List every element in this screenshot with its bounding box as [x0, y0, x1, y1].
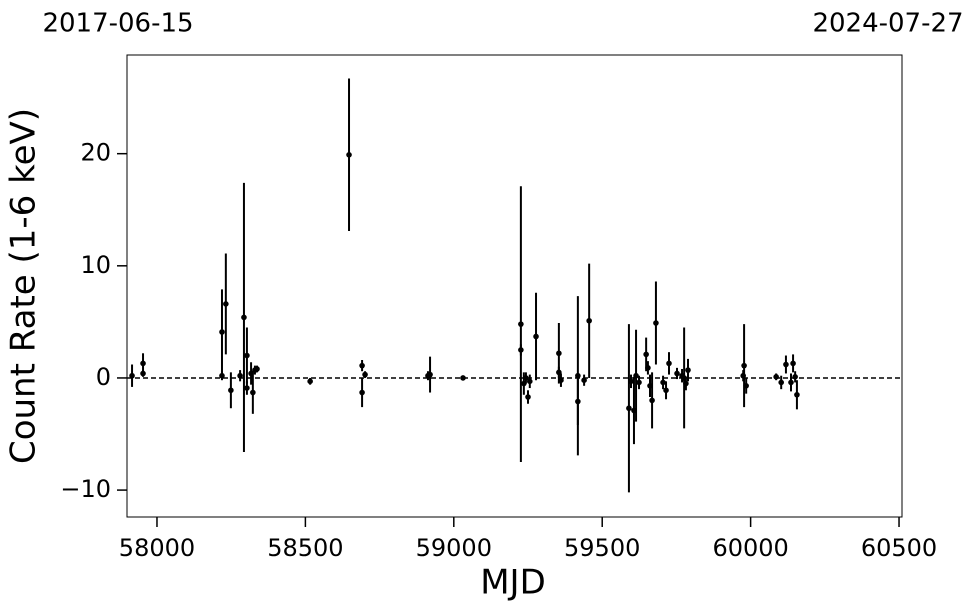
data-point: [250, 389, 256, 396]
data-point: [674, 370, 680, 377]
data-point: [307, 378, 313, 385]
data-point: [660, 379, 666, 386]
data-point: [254, 366, 260, 372]
data-point: [129, 372, 135, 379]
data-point: [526, 378, 533, 385]
data-point: [649, 397, 655, 404]
y-tick-label: 20: [80, 139, 111, 167]
data-point: [427, 371, 433, 378]
x-tick-label: 59500: [564, 534, 640, 562]
data-point: [556, 350, 562, 357]
data-point: [792, 374, 798, 380]
data-point: [460, 375, 466, 381]
data-point: [228, 387, 234, 394]
data-point: [778, 379, 784, 386]
data-point: [628, 378, 634, 385]
x-tick-label: 60500: [861, 534, 937, 562]
y-tick-label: −10: [60, 475, 111, 503]
data-point: [636, 379, 642, 386]
data-point: [359, 362, 365, 369]
data-point: [741, 362, 747, 369]
data-point: [653, 320, 659, 326]
data-point: [237, 372, 243, 379]
x-tick-label: 60000: [712, 534, 788, 562]
data-point: [663, 387, 669, 394]
data-point: [626, 405, 632, 412]
data-point: [740, 372, 747, 379]
data-point: [788, 379, 794, 386]
y-axis-label: Count Rate (1-6 keV): [4, 108, 44, 464]
data-point: [773, 374, 779, 380]
y-tick-label: 10: [80, 251, 111, 279]
data-point: [140, 370, 146, 377]
data-point: [643, 351, 649, 358]
data-point: [683, 380, 689, 387]
data-point: [783, 361, 789, 368]
data-point: [743, 383, 749, 389]
data-point: [581, 377, 587, 383]
data-point: [241, 314, 247, 321]
data-point: [346, 152, 352, 158]
data-point: [523, 375, 529, 381]
x-tick-label: 59000: [416, 534, 492, 562]
data-point: [575, 372, 581, 379]
data-point: [685, 367, 691, 373]
data-point: [219, 372, 225, 379]
data-point: [140, 360, 146, 367]
data-point: [794, 391, 800, 398]
data-point: [359, 389, 365, 396]
data-point: [533, 333, 539, 340]
data-point: [558, 377, 564, 383]
data-point: [518, 347, 524, 353]
data-point: [244, 385, 250, 391]
data-point: [244, 352, 250, 359]
data-point: [645, 365, 651, 371]
data-point: [666, 360, 672, 367]
y-tick-label: 0: [96, 363, 111, 391]
date-annotation: 2017-06-15: [42, 9, 193, 39]
x-tick-label: 58500: [267, 534, 343, 562]
data-point: [790, 360, 796, 367]
date-annotation: 2024-07-27: [812, 9, 963, 39]
data-point: [219, 329, 225, 335]
plot-frame: [126, 54, 903, 518]
data-point: [518, 321, 524, 327]
data-point: [586, 317, 592, 324]
data-point: [223, 301, 229, 307]
data-point: [362, 371, 368, 378]
data-point: [525, 394, 531, 400]
data-point: [633, 372, 639, 379]
x-tick-label: 58000: [119, 534, 195, 562]
x-axis-label: MJD: [480, 563, 546, 603]
